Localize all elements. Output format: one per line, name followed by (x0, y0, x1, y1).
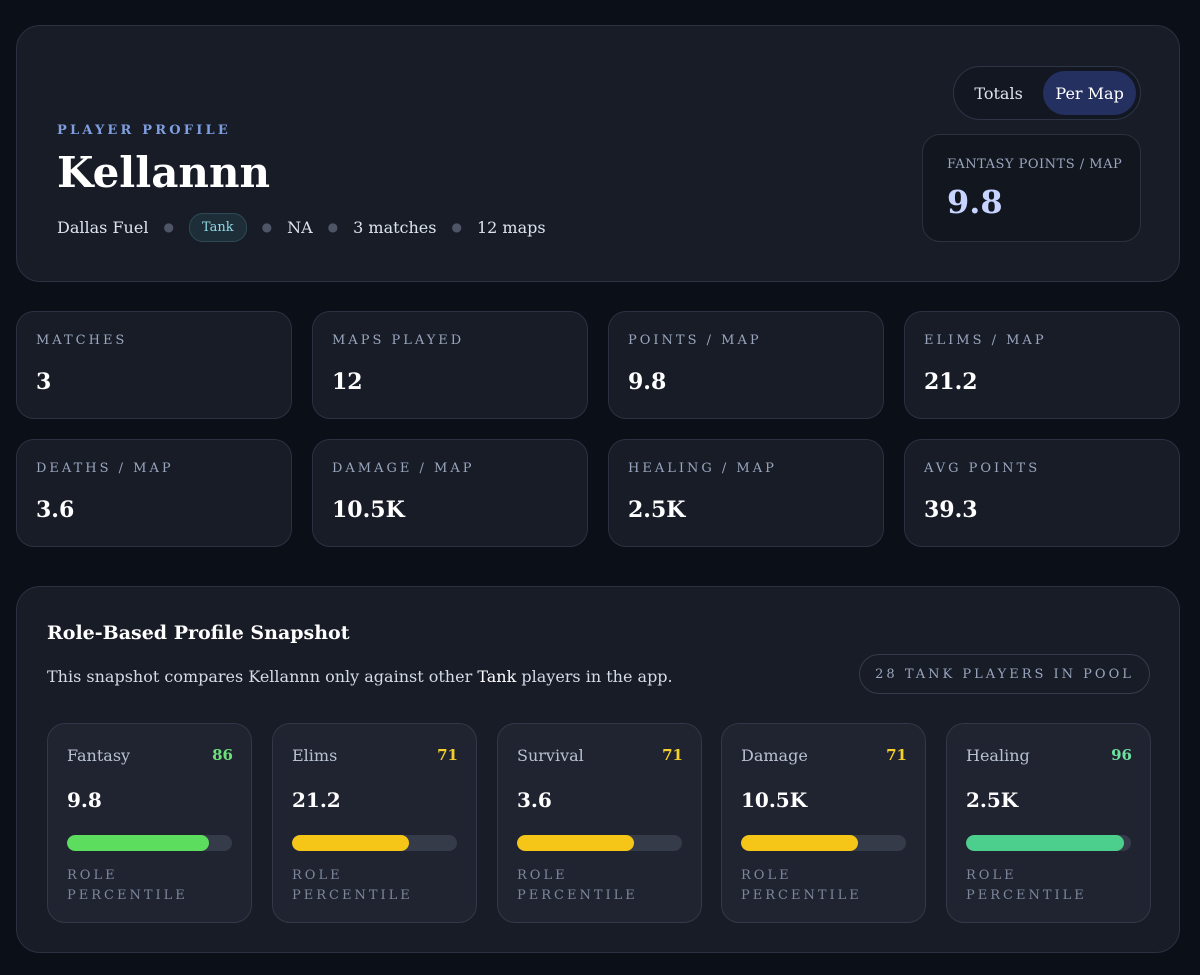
percentile-value: 10.5K (741, 788, 808, 812)
stat-value: 2.5K (628, 497, 686, 523)
role-snapshot-card: Role-Based Profile Snapshot This snapsho… (16, 586, 1180, 953)
percentile-footer: ROLE PERCENTILE (517, 868, 638, 903)
percentile-score: 96 (1111, 746, 1132, 764)
percentile-footer: ROLE PERCENTILE (741, 868, 862, 903)
stat-value: 3.6 (36, 497, 75, 523)
stat-value: 21.2 (924, 369, 978, 395)
stat-card-points-per-map: POINTS / MAP 9.8 (608, 311, 884, 419)
percentile-card-fantasy: Fantasy 86 9.8 ROLE PERCENTILE (47, 723, 252, 923)
team-name: Dallas Fuel (57, 217, 149, 237)
stat-label: HEALING / MAP (628, 461, 777, 476)
stat-label: MATCHES (36, 333, 128, 348)
percentile-bar-fill (67, 835, 209, 851)
stat-label: MAPS PLAYED (332, 333, 465, 348)
percentile-value: 3.6 (517, 788, 552, 812)
percentile-bar (517, 835, 682, 851)
percentile-name: Elims (292, 746, 338, 765)
percentile-card-survival: Survival 71 3.6 ROLE PERCENTILE (497, 723, 702, 923)
player-name: Kellannn (57, 148, 271, 197)
maps-count: 12 maps (476, 217, 546, 237)
percentile-name: Fantasy (67, 746, 131, 765)
percentile-score: 71 (886, 746, 907, 764)
stat-value: 12 (332, 369, 363, 395)
percentile-bar-fill (517, 835, 635, 851)
percentile-value: 9.8 (67, 788, 102, 812)
role-badge: Tank (188, 212, 247, 242)
stat-mode-toggle: Totals Per Map (953, 66, 1141, 120)
separator-dot-icon: ● (163, 220, 174, 234)
stat-card-matches: MATCHES 3 (16, 311, 292, 419)
percentile-bar-fill (966, 835, 1125, 851)
region-label: NA (287, 217, 313, 237)
stat-value: 3 (36, 369, 52, 395)
percentile-footer: ROLE PERCENTILE (292, 868, 413, 903)
fantasy-points-value: 9.8 (947, 183, 1003, 221)
stat-card-elims-per-map: ELIMS / MAP 21.2 (904, 311, 1180, 419)
percentile-score: 71 (437, 746, 458, 764)
percentile-bar (292, 835, 457, 851)
fantasy-points-label: FANTASY POINTS / MAP (947, 157, 1123, 172)
percentile-card-damage: Damage 71 10.5K ROLE PERCENTILE (721, 723, 926, 923)
profile-eyebrow: PLAYER PROFILE (57, 123, 231, 138)
percentile-bar (966, 835, 1131, 851)
percentile-footer: ROLE PERCENTILE (966, 868, 1087, 903)
profile-header-card: PLAYER PROFILE Kellannn Dallas Fuel ● Ta… (16, 25, 1180, 282)
percentile-name: Damage (741, 746, 808, 765)
matches-count: 3 matches (353, 217, 437, 237)
percentile-value: 2.5K (966, 788, 1019, 812)
percentile-bar (741, 835, 906, 851)
percentile-bar (67, 835, 232, 851)
stat-card-avg-points: AVG POINTS 39.3 (904, 439, 1180, 547)
stat-card-healing-per-map: HEALING / MAP 2.5K (608, 439, 884, 547)
separator-dot-icon: ● (261, 220, 273, 234)
percentile-score: 71 (662, 746, 683, 764)
percentile-score: 86 (212, 746, 233, 764)
stat-label: DAMAGE / MAP (332, 461, 475, 476)
stat-value: 39.3 (924, 497, 978, 523)
percentile-name: Survival (517, 746, 584, 765)
stat-label: ELIMS / MAP (924, 333, 1047, 348)
stat-card-maps-played: MAPS PLAYED 12 (312, 311, 588, 419)
percentile-value: 21.2 (292, 788, 341, 812)
separator-dot-icon: ● (451, 220, 462, 234)
totals-toggle-button[interactable]: Totals (974, 83, 1023, 103)
stat-label: POINTS / MAP (628, 333, 762, 348)
percentile-bar-fill (741, 835, 859, 851)
stat-value: 9.8 (628, 369, 667, 395)
player-pool-badge: 28 TANK PLAYERS IN POOL (859, 654, 1150, 694)
per-map-toggle-button[interactable]: Per Map (1043, 71, 1136, 115)
stat-label: DEATHS / MAP (36, 461, 174, 476)
percentile-card-healing: Healing 96 2.5K ROLE PERCENTILE (946, 723, 1151, 923)
snapshot-desc-role: Tank (477, 667, 517, 686)
snapshot-title: Role-Based Profile Snapshot (47, 622, 350, 644)
separator-dot-icon: ● (327, 220, 339, 234)
percentile-bar-fill (292, 835, 410, 851)
stat-value: 10.5K (332, 497, 405, 523)
stat-label: AVG POINTS (924, 461, 1041, 476)
snapshot-desc-suffix: players in the app. (521, 667, 673, 686)
percentile-footer: ROLE PERCENTILE (67, 868, 188, 903)
snapshot-desc-prefix: This snapshot compares Kellannn only aga… (47, 667, 473, 686)
stat-card-damage-per-map: DAMAGE / MAP 10.5K (312, 439, 588, 547)
percentile-card-elims: Elims 71 21.2 ROLE PERCENTILE (272, 723, 477, 923)
fantasy-points-card: FANTASY POINTS / MAP 9.8 (922, 134, 1141, 242)
percentile-name: Healing (966, 746, 1030, 765)
snapshot-description: This snapshot compares Kellannn only aga… (47, 667, 673, 686)
stat-card-deaths-per-map: DEATHS / MAP 3.6 (16, 439, 292, 547)
player-meta: Dallas Fuel ● Tank ● NA ● 3 matches ● 12… (57, 211, 546, 243)
